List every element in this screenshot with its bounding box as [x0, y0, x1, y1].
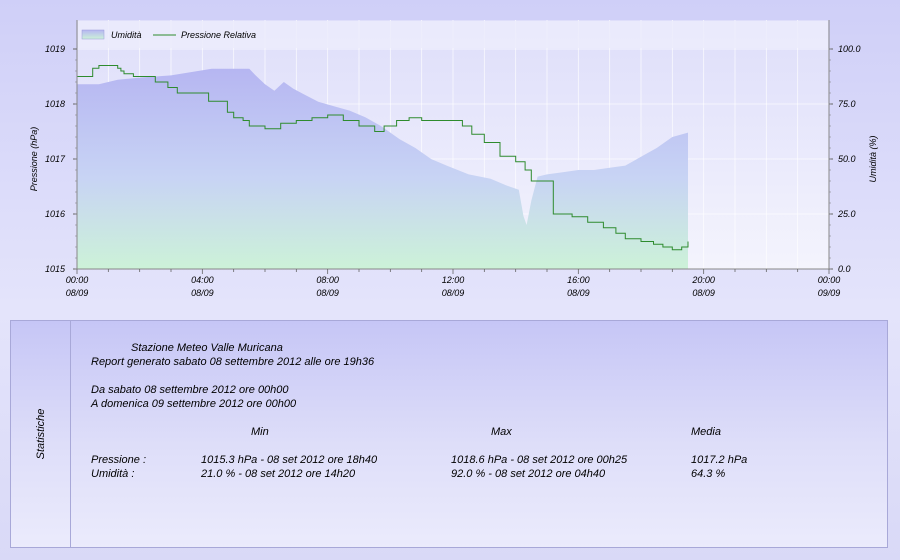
pressure-min: 1015.3 hPa - 08 set 2012 ore 18h40 — [201, 454, 378, 466]
x-tick-time: 04:00 — [191, 275, 214, 285]
x-tick-date: 08/09 — [692, 288, 715, 298]
x-tick-time: 00:00 — [66, 275, 89, 285]
x-tick-date: 09/09 — [818, 288, 841, 298]
right-axis-label: Umidità (%) — [868, 135, 878, 182]
right-tick-label: 50.0 — [838, 154, 856, 164]
x-axis-ticks: 00:00 08/09 04:00 08/09 08:00 08/09 12:00 08/09… — [66, 269, 841, 298]
legend-background — [78, 21, 828, 48]
humidity-row-label: Umidità : — [91, 468, 135, 480]
legend-pressure-label: Pressione Relativa — [181, 30, 256, 40]
x-tick-time: 16:00 — [567, 275, 590, 285]
x-tick-time: 20:00 — [691, 275, 715, 285]
station-name: Stazione Meteo Valle Muricana — [131, 342, 283, 354]
x-tick-time: 08:00 — [316, 275, 339, 285]
left-axis-label: Pressione (hPa) — [29, 127, 39, 192]
legend-humidity-label: Umidità — [111, 30, 142, 40]
right-tick-label: 100.0 — [838, 44, 861, 54]
pressure-line — [77, 65, 689, 251]
humidity-min: 21.0 % - 08 set 2012 ore 14h20 — [201, 468, 356, 480]
column-max-header: Max — [491, 426, 512, 438]
left-axis-ticks: 1015 1016 1017 1018 1019 — [45, 44, 77, 274]
left-tick-label: 1017 — [45, 154, 66, 164]
column-min-header: Min — [251, 426, 269, 438]
report-generated: Report generato sabato 08 settembre 2012… — [91, 356, 375, 368]
right-tick-label: 0.0 — [838, 264, 851, 274]
left-tick-label: 1018 — [45, 99, 65, 109]
pressure-max: 1018.6 hPa - 08 set 2012 ore 00h25 — [451, 454, 628, 466]
period-from: Da sabato 08 settembre 2012 ore 00h00 — [91, 384, 289, 396]
x-tick-date: 08/09 — [66, 288, 89, 298]
x-tick-time: 00:00 — [818, 275, 841, 285]
legend: Umidità Pressione Relativa — [78, 21, 828, 48]
x-tick-time: 12:00 — [442, 275, 465, 285]
x-tick-date: 08/09 — [567, 288, 590, 298]
x-tick-date: 08/09 — [191, 288, 214, 298]
statistics-panel: Statistiche Stazione Meteo Valle Murican… — [10, 320, 888, 548]
pressure-avg: 1017.2 hPa — [691, 454, 748, 466]
weather-chart: Umidità Pressione Relativa 1015101610171… — [29, 20, 878, 298]
x-tick-date: 08/09 — [316, 288, 339, 298]
period-to: A domenica 09 settembre 2012 ore 00h00 — [91, 398, 297, 410]
column-avg-header: Media — [691, 426, 721, 438]
humidity-max: 92.0 % - 08 set 2012 ore 04h40 — [451, 468, 606, 480]
statistics-sidebar-label: Statistiche — [35, 408, 47, 460]
pressure-row-label: Pressione : — [91, 454, 147, 466]
left-tick-label: 1016 — [45, 209, 65, 219]
x-tick-date: 08/09 — [442, 288, 465, 298]
right-tick-label: 25.0 — [837, 209, 856, 219]
right-axis-ticks: 0.0 25.0 50.0 75.0 100.0 — [829, 44, 861, 274]
right-tick-label: 75.0 — [838, 99, 856, 109]
legend-humidity-swatch — [81, 29, 105, 40]
left-tick-label: 1019 — [45, 44, 65, 54]
statistics-sidebar: Statistiche — [11, 321, 71, 547]
humidity-area — [77, 68, 688, 269]
left-tick-label: 1015 — [45, 264, 66, 274]
humidity-avg: 64.3 % — [691, 468, 726, 480]
